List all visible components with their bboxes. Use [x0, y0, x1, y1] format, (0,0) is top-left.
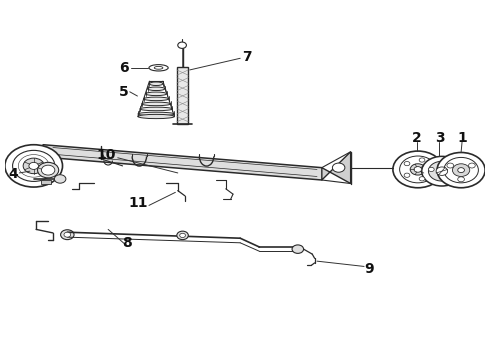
Circle shape	[29, 162, 39, 170]
Circle shape	[177, 231, 188, 240]
Circle shape	[404, 173, 410, 177]
Circle shape	[404, 162, 410, 166]
Text: 2: 2	[412, 131, 422, 145]
Circle shape	[428, 167, 434, 171]
Circle shape	[458, 168, 465, 172]
Circle shape	[5, 145, 63, 187]
Ellipse shape	[149, 65, 168, 71]
Circle shape	[422, 156, 462, 186]
Ellipse shape	[140, 107, 172, 111]
Circle shape	[61, 230, 74, 240]
Ellipse shape	[146, 92, 167, 95]
Circle shape	[447, 163, 454, 168]
Circle shape	[38, 162, 59, 178]
Ellipse shape	[142, 102, 171, 106]
Circle shape	[410, 164, 425, 175]
Circle shape	[54, 175, 66, 183]
Polygon shape	[177, 67, 188, 123]
Polygon shape	[41, 180, 50, 184]
Text: 1: 1	[457, 131, 467, 145]
Circle shape	[180, 233, 185, 238]
Circle shape	[436, 167, 448, 175]
Ellipse shape	[154, 66, 163, 69]
Circle shape	[13, 150, 55, 181]
Text: 9: 9	[364, 262, 374, 276]
Circle shape	[452, 164, 470, 176]
Circle shape	[64, 232, 71, 237]
Text: 6: 6	[119, 61, 129, 75]
Text: 4: 4	[9, 167, 19, 181]
Circle shape	[419, 177, 425, 181]
Text: 10: 10	[96, 148, 116, 162]
Circle shape	[437, 153, 485, 188]
Circle shape	[468, 163, 475, 168]
Text: 11: 11	[129, 196, 148, 210]
Text: 5: 5	[119, 85, 129, 99]
Ellipse shape	[138, 114, 174, 118]
Circle shape	[23, 158, 44, 174]
Polygon shape	[322, 152, 351, 184]
Circle shape	[332, 163, 345, 172]
Circle shape	[400, 156, 436, 183]
Text: 8: 8	[122, 236, 132, 250]
Ellipse shape	[144, 97, 169, 100]
Circle shape	[41, 165, 55, 175]
Ellipse shape	[147, 87, 165, 90]
Circle shape	[414, 167, 422, 172]
Circle shape	[444, 157, 478, 183]
Polygon shape	[43, 145, 322, 180]
Circle shape	[292, 245, 304, 253]
Text: 3: 3	[435, 131, 444, 145]
Ellipse shape	[138, 112, 174, 116]
Circle shape	[419, 158, 425, 162]
Circle shape	[458, 177, 465, 182]
Circle shape	[178, 42, 186, 48]
Ellipse shape	[149, 82, 163, 85]
Text: 7: 7	[243, 50, 252, 64]
Circle shape	[393, 151, 443, 188]
Circle shape	[428, 161, 455, 181]
